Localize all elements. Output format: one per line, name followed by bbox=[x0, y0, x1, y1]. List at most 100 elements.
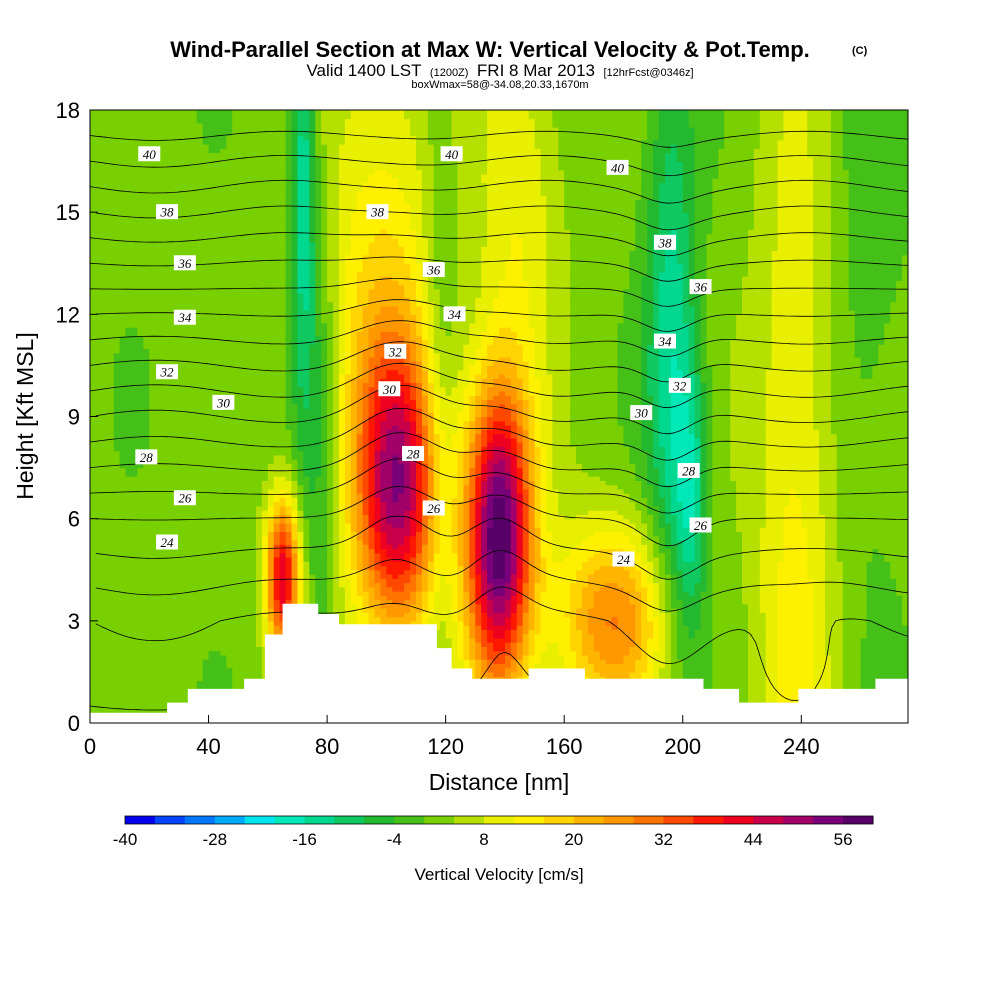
velocity-cell bbox=[279, 514, 287, 520]
velocity-cell bbox=[149, 565, 156, 571]
velocity-cell bbox=[161, 135, 168, 141]
velocity-cell bbox=[226, 369, 233, 375]
velocity-cell bbox=[125, 305, 133, 311]
velocity-cell bbox=[244, 442, 251, 447]
velocity-cell bbox=[291, 561, 299, 567]
velocity-cell bbox=[250, 471, 257, 477]
velocity-cell bbox=[155, 586, 162, 592]
velocity-cell bbox=[226, 569, 233, 575]
velocity-cell bbox=[196, 633, 204, 639]
velocity-cell bbox=[149, 339, 156, 345]
velocity-cell bbox=[267, 446, 275, 452]
velocity-cell bbox=[161, 390, 168, 396]
velocity-cell bbox=[90, 250, 97, 256]
velocity-cell bbox=[220, 539, 227, 545]
velocity-cell bbox=[226, 293, 233, 298]
velocity-cell bbox=[220, 552, 227, 558]
velocity-cell bbox=[149, 574, 156, 579]
velocity-cell bbox=[149, 663, 156, 669]
velocity-cell bbox=[202, 671, 210, 677]
velocity-cell bbox=[184, 561, 192, 567]
velocity-cell bbox=[214, 271, 222, 277]
velocity-cell bbox=[131, 497, 139, 503]
velocity-cell bbox=[178, 608, 186, 613]
velocity-cell bbox=[161, 144, 168, 149]
velocity-cell bbox=[202, 246, 210, 252]
velocity-cell bbox=[90, 284, 97, 290]
velocity-cell bbox=[149, 203, 156, 209]
velocity-cell bbox=[244, 642, 251, 647]
velocity-cell bbox=[232, 169, 239, 175]
velocity-cell bbox=[291, 420, 299, 426]
velocity-cell bbox=[137, 301, 144, 307]
velocity-cell bbox=[137, 446, 144, 452]
velocity-cell bbox=[220, 390, 227, 396]
velocity-cell bbox=[196, 412, 204, 418]
velocity-cell bbox=[220, 305, 227, 311]
velocity-cell bbox=[291, 395, 299, 401]
velocity-cell bbox=[285, 131, 293, 137]
velocity-cell bbox=[273, 450, 281, 456]
velocity-cell bbox=[90, 688, 97, 694]
velocity-cell bbox=[167, 220, 174, 226]
velocity-cell bbox=[119, 156, 127, 162]
velocity-cell bbox=[167, 654, 174, 660]
velocity-cell bbox=[172, 527, 180, 533]
velocity-cell bbox=[119, 327, 127, 332]
velocity-cell bbox=[95, 373, 103, 379]
velocity-cell bbox=[214, 582, 222, 588]
velocity-cell bbox=[255, 318, 263, 324]
velocity-cell bbox=[125, 246, 133, 252]
velocity-cell bbox=[285, 110, 293, 115]
velocity-cell bbox=[232, 301, 239, 307]
velocity-cell bbox=[208, 127, 216, 132]
velocity-cell bbox=[149, 276, 156, 281]
velocity-cell bbox=[167, 378, 174, 384]
velocity-cell bbox=[202, 569, 210, 575]
velocity-cell bbox=[143, 369, 150, 375]
velocity-cell bbox=[143, 161, 150, 166]
velocity-cell bbox=[273, 135, 281, 141]
velocity-cell bbox=[238, 395, 245, 401]
velocity-cell bbox=[172, 667, 180, 673]
velocity-cell bbox=[113, 403, 121, 409]
velocity-cell bbox=[107, 480, 115, 486]
velocity-cell bbox=[119, 450, 127, 456]
velocity-cell bbox=[155, 267, 162, 273]
velocity-cell bbox=[131, 646, 139, 652]
velocity-cell bbox=[143, 484, 150, 490]
velocity-cell bbox=[95, 442, 103, 447]
velocity-cell bbox=[101, 484, 109, 490]
velocity-cell bbox=[143, 378, 150, 384]
velocity-cell bbox=[167, 254, 174, 260]
velocity-cell bbox=[273, 139, 281, 145]
velocity-cell bbox=[267, 331, 275, 337]
velocity-cell bbox=[119, 654, 127, 660]
velocity-cell bbox=[178, 684, 186, 690]
velocity-cell bbox=[131, 352, 139, 358]
velocity-cell bbox=[273, 301, 281, 307]
velocity-cell bbox=[267, 263, 275, 269]
velocity-cell bbox=[238, 335, 245, 341]
velocity-cell bbox=[208, 450, 216, 456]
velocity-cell bbox=[244, 356, 251, 362]
velocity-cell bbox=[196, 258, 204, 264]
velocity-cell bbox=[208, 599, 216, 605]
velocity-cell bbox=[220, 314, 227, 320]
velocity-cell bbox=[267, 127, 275, 132]
velocity-cell bbox=[261, 220, 269, 226]
velocity-cell bbox=[196, 680, 204, 686]
velocity-cell bbox=[220, 288, 227, 294]
velocity-cell bbox=[285, 561, 293, 567]
velocity-cell bbox=[131, 373, 139, 379]
velocity-cell bbox=[261, 395, 269, 401]
velocity-cell bbox=[214, 659, 222, 665]
velocity-cell bbox=[101, 348, 109, 354]
velocity-cell bbox=[178, 127, 186, 132]
velocity-cell bbox=[137, 493, 144, 498]
velocity-cell bbox=[90, 386, 97, 392]
velocity-cell bbox=[279, 484, 287, 490]
velocity-cell bbox=[255, 535, 263, 541]
velocity-cell bbox=[291, 356, 299, 362]
velocity-cell bbox=[95, 548, 103, 554]
